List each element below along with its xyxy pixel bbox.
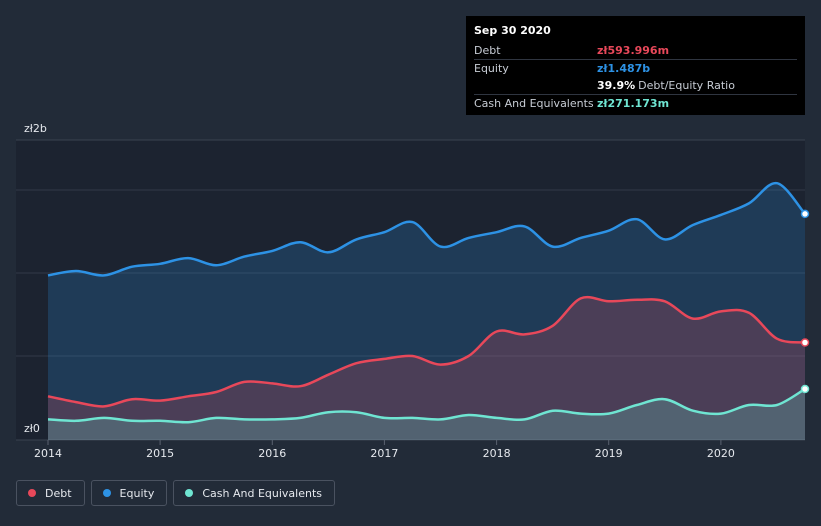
equity-end-point[interactable] <box>800 209 810 219</box>
tooltip-row-debt: Debt zł593.996m <box>474 42 797 59</box>
tooltip-equity-value: zł1.487b <box>597 62 651 75</box>
debt-area <box>48 297 805 440</box>
tooltip-ratio-value: 39.9% <box>597 79 636 92</box>
tooltip-debt-label: Debt <box>474 44 501 57</box>
x-tick-label: 2020 <box>707 447 735 460</box>
x-tick-label: 2019 <box>595 447 623 460</box>
legend-item-cash[interactable]: Cash And Equivalents <box>173 480 335 506</box>
tooltip-row-cash: Cash And Equivalents zł271.173m <box>474 94 797 112</box>
legend: Debt Equity Cash And Equivalents <box>16 480 335 506</box>
cash-area <box>48 389 805 440</box>
debt-end-point[interactable] <box>800 338 810 347</box>
y-axis-bottom-label: zł0 <box>24 422 40 435</box>
equity-area <box>48 183 805 440</box>
x-tick-label: 2018 <box>483 447 511 460</box>
tooltip-debt-value: zł593.996m <box>597 44 670 57</box>
cash-dot-icon <box>185 489 194 497</box>
legend-item-equity[interactable]: Equity <box>90 480 168 506</box>
x-tick-label: 2015 <box>146 447 174 460</box>
legend-item-debt[interactable]: Debt <box>16 480 85 506</box>
tooltip-date: Sep 30 2020 <box>474 24 551 37</box>
equity-dot-icon <box>102 489 111 497</box>
tooltip-ratio-label: Debt/Equity Ratio <box>638 79 735 92</box>
tooltip-row-equity: Equity zł1.487b <box>474 59 797 77</box>
legend-cash-label: Cash And Equivalents <box>202 486 322 500</box>
x-tick-label: 2017 <box>370 447 398 460</box>
legend-equity-label: Equity <box>119 486 155 500</box>
x-tick-label: 2014 <box>34 447 62 460</box>
cash-end-point[interactable] <box>800 384 810 394</box>
series-layer <box>47 181 810 440</box>
y-axis-top-label: zł2b <box>24 122 47 135</box>
cash-line <box>47 387 806 424</box>
tooltip-panel: Sep 30 2020 Debt zł593.996m Equity zł1.4… <box>466 16 805 115</box>
tooltip-row-ratio: 39.9% Debt/Equity Ratio <box>474 77 797 94</box>
tooltip-cash-label: Cash And Equivalents <box>474 97 594 110</box>
equity-line <box>47 181 806 277</box>
tooltip-equity-label: Equity <box>474 62 509 75</box>
debt-line <box>47 295 806 408</box>
x-tick-label: 2016 <box>258 447 286 460</box>
debt-dot-icon <box>28 489 36 497</box>
tooltip-cash-value: zł271.173m <box>597 97 670 110</box>
legend-debt-label: Debt <box>45 486 72 500</box>
x-axis: 2014 2015 2016 2017 2018 2019 2020 <box>34 440 735 460</box>
